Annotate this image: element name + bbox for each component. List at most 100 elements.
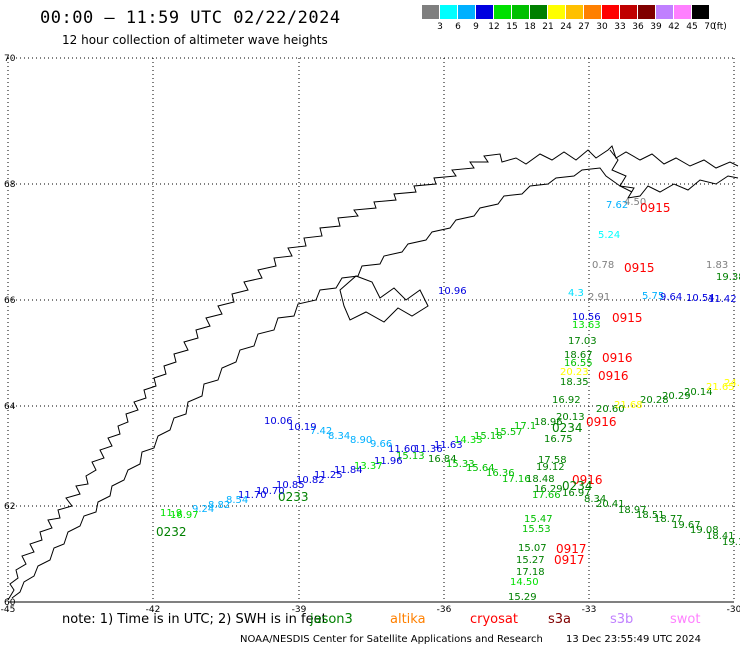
mission-cryosat: cryosat bbox=[470, 612, 518, 627]
wave-height-label: 8.34 bbox=[584, 494, 607, 505]
wave-height-label: 2.91 bbox=[588, 292, 611, 303]
legend-unit: (ft) bbox=[713, 22, 727, 32]
wave-height-label: 24.73 bbox=[724, 378, 740, 389]
wave-height-label: 5.24 bbox=[598, 230, 621, 241]
legend-swatch bbox=[602, 5, 620, 19]
footer-credit: NOAA/NESDIS Center for Satellite Applica… bbox=[240, 634, 543, 645]
wave-height-label: 16.75 bbox=[544, 434, 573, 445]
wave-height-label: 15.57 bbox=[494, 427, 523, 438]
legend-label: 9 bbox=[473, 22, 479, 32]
wave-height-label: 8.82 bbox=[208, 500, 231, 511]
wave-height-label: 8.34 bbox=[328, 431, 351, 442]
lon-tick-label: -36 bbox=[437, 605, 452, 615]
wave-height-label: 19.38 bbox=[716, 272, 740, 283]
legend-swatch bbox=[494, 5, 512, 19]
map-subtitle: 12 hour collection of altimeter wave hei… bbox=[62, 33, 328, 47]
lon-tick-label: -39 bbox=[292, 605, 307, 615]
wave-height-label: 11.36 bbox=[414, 444, 443, 455]
pass-time-label: 0234 bbox=[552, 421, 583, 435]
pass-time-label: 0916 bbox=[598, 369, 629, 383]
wave-height-label: 15.07 bbox=[518, 543, 547, 554]
wave-height-label: 10.85 bbox=[276, 480, 305, 491]
wave-height-label: 16.97 bbox=[562, 488, 591, 499]
wave-height-label: 18.97 bbox=[618, 505, 647, 516]
legend-swatch bbox=[422, 5, 440, 19]
wave-height-label: 19.12 bbox=[536, 462, 565, 473]
map-title: 00:00 – 11:59 UTC 02/22/2024 bbox=[40, 8, 341, 28]
pass-time-label: 0917 bbox=[554, 553, 585, 567]
wave-height-label: 20.60 bbox=[596, 404, 625, 415]
wave-height-label: 18.41 bbox=[706, 531, 735, 542]
greenland-coastline bbox=[7, 145, 739, 601]
legend-label: 15 bbox=[506, 22, 518, 32]
mission-jason3: jason3 bbox=[310, 612, 353, 627]
legend-label: 3 bbox=[437, 22, 443, 32]
pass-time-label: 0916 bbox=[602, 351, 633, 365]
wave-height-label: 16.97 bbox=[170, 510, 199, 521]
wave-height-label: 10.19 bbox=[288, 422, 317, 433]
wave-height-label: 16.84 bbox=[428, 454, 457, 465]
legend-label: 70 bbox=[704, 22, 716, 32]
wave-height-label: 7.62 bbox=[606, 200, 629, 211]
wave-height-label: 16.36 bbox=[486, 468, 515, 479]
wave-height-label: 4.50 bbox=[624, 197, 647, 208]
wave-height-label: 13.37 bbox=[354, 461, 383, 472]
pass-time-label: 0916 bbox=[572, 473, 603, 487]
legend-swatch bbox=[674, 5, 692, 19]
wave-height-label: 15.27 bbox=[516, 555, 545, 566]
legend-label: 33 bbox=[614, 22, 626, 32]
wave-height-label: 20.14 bbox=[684, 387, 713, 398]
wave-height-label: 19.1 bbox=[722, 537, 740, 548]
wave-height-label: 0.78 bbox=[592, 260, 615, 271]
wave-height-label: 17.16 bbox=[502, 474, 531, 485]
lon-tick-label: -42 bbox=[146, 605, 161, 615]
wave-height-label: 17.66 bbox=[532, 490, 561, 501]
greenland-coastline-inner bbox=[11, 167, 633, 599]
legend-label: 6 bbox=[455, 22, 461, 32]
wave-height-label: 10.54 bbox=[686, 293, 715, 304]
wave-height-label: 9.64 bbox=[660, 292, 683, 303]
wave-height-label: 15.47 bbox=[524, 514, 553, 525]
mission-altika: altika bbox=[390, 612, 426, 627]
wave-height-label: 18.96 bbox=[534, 417, 563, 428]
legend-label: 24 bbox=[560, 22, 572, 32]
lat-tick-label: 64 bbox=[4, 402, 16, 412]
pass-time-label: 0917 bbox=[556, 542, 587, 556]
lat-tick-label: 62 bbox=[4, 502, 15, 512]
wave-height-label: 15.33 bbox=[446, 459, 475, 470]
wave-height-label: 18.67 bbox=[564, 350, 593, 361]
legend-label: 45 bbox=[686, 22, 698, 32]
wave-height-label: 18.48 bbox=[526, 474, 555, 485]
lat-lon-grid: -45 -42 -39 -36 -33 -30 70 68 66 64 62 60 bbox=[1, 54, 740, 615]
lat-tick-label: 66 bbox=[4, 296, 16, 306]
wave-height-label: 17.1 bbox=[514, 421, 537, 432]
legend-label: 39 bbox=[650, 22, 662, 32]
wave-height-label: 11.70 bbox=[238, 490, 267, 501]
wave-height-label: 15.18 bbox=[474, 431, 503, 442]
wave-height-label: 20.23 bbox=[560, 367, 589, 378]
wave-height-label: 17.58 bbox=[538, 455, 567, 466]
pass-time-label: 0916 bbox=[586, 415, 617, 429]
legend-label: 42 bbox=[668, 22, 680, 32]
wave-height-label: 11.60 bbox=[388, 444, 417, 455]
wave-height-label: 10.82 bbox=[296, 475, 325, 486]
wave-height-label: 11.42 bbox=[708, 294, 737, 305]
wave-height-label: 13.63 bbox=[572, 320, 601, 331]
legend-label: 21 bbox=[542, 22, 554, 32]
legend-label: 36 bbox=[632, 22, 644, 32]
legend-swatch bbox=[512, 5, 530, 19]
wave-height-label: 11.84 bbox=[334, 465, 363, 476]
pass-time-label: 0915 bbox=[612, 311, 643, 325]
wave-height-label: 5.75 bbox=[642, 291, 665, 302]
wave-height-label: 20.41 bbox=[596, 499, 625, 510]
legend-swatch bbox=[692, 5, 710, 19]
wave-height-label: 16.92 bbox=[552, 395, 581, 406]
lat-tick-label: 70 bbox=[4, 54, 16, 64]
wave-height-label: 20.28 bbox=[640, 395, 669, 406]
wave-height-label: 19.67 bbox=[672, 520, 701, 531]
wave-height-label: 20.13 bbox=[556, 412, 585, 423]
wave-height-label: 19.08 bbox=[690, 525, 719, 536]
wave-height-label: 8.54 bbox=[226, 495, 249, 506]
wave-height-label: 18.77 bbox=[654, 514, 683, 525]
legend-swatch bbox=[638, 5, 656, 19]
